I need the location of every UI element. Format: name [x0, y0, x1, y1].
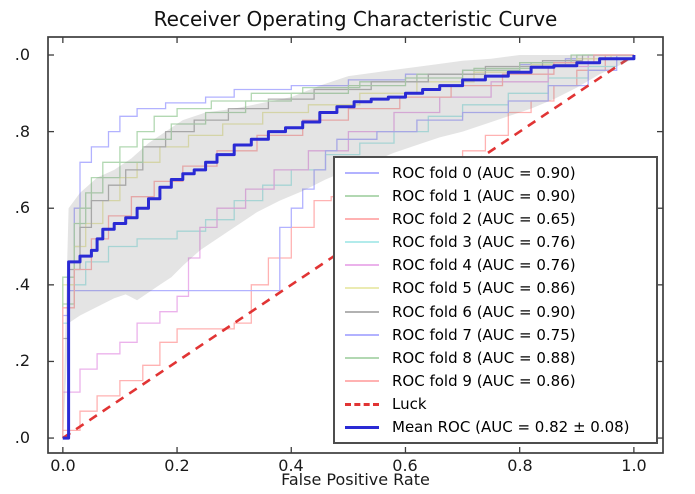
legend-line-swatch-icon [345, 194, 379, 197]
legend-entry: ROC fold 2 (AUC = 0.65) [335, 208, 656, 230]
legend-entry-label: ROC fold 7 (AUC = 0.75) [392, 325, 576, 344]
legend-line-swatch-icon [345, 241, 379, 244]
roc-fold-4-line [62, 54, 634, 439]
roc-fold-6-line [62, 54, 634, 439]
legend-entry-label: ROC fold 3 (AUC = 0.76) [392, 233, 576, 252]
legend-entry-label: ROC fold 0 (AUC = 0.90) [392, 163, 576, 182]
legend-line-swatch-icon [345, 425, 379, 429]
legend-entry-label: ROC fold 9 (AUC = 0.86) [392, 371, 576, 390]
legend-entry: Luck [335, 393, 656, 415]
x-tick-label: 1.0 [621, 456, 647, 475]
legend-line-swatch-icon [345, 287, 379, 290]
legend-entry: ROC fold 3 (AUC = 0.76) [335, 231, 656, 253]
legend-entry: ROC fold 7 (AUC = 0.75) [335, 324, 656, 346]
roc-fold-2-line [62, 54, 634, 439]
x-tick-label: 0.4 [278, 456, 304, 475]
legend-entry: Mean ROC (AUC = 0.82 ± 0.08) [335, 416, 656, 438]
legend-line-swatch-icon [345, 217, 379, 220]
y-tick-label: .8 [14, 122, 30, 141]
legend-entry: ROC fold 9 (AUC = 0.86) [335, 370, 656, 392]
legend-entry-label: ROC fold 2 (AUC = 0.65) [392, 209, 576, 228]
legend-line-swatch-icon [345, 310, 379, 313]
y-tick-label: .2 [14, 351, 30, 370]
legend-entry-label: ROC fold 6 (AUC = 0.90) [392, 302, 576, 321]
legend-entry-label: Luck [392, 395, 427, 414]
legend-entry: ROC fold 4 (AUC = 0.76) [335, 254, 656, 276]
mean-roc-line [62, 55, 636, 440]
legend-entry: ROC fold 0 (AUC = 0.90) [335, 162, 656, 184]
roc-fold-8-line [62, 54, 634, 439]
legend-line-swatch-icon [345, 402, 379, 406]
legend-line-swatch-icon [345, 356, 379, 359]
legend-entry: ROC fold 1 (AUC = 0.90) [335, 185, 656, 207]
legend: ROC fold 0 (AUC = 0.90) ROC fold 1 (AUC =… [333, 156, 658, 444]
y-tick-label: .0 [14, 428, 30, 447]
x-axis-label: False Positive Rate [281, 470, 430, 489]
legend-line-swatch-icon [345, 333, 379, 336]
legend-entry: ROC fold 6 (AUC = 0.90) [335, 301, 656, 323]
x-tick-label: 0.2 [164, 456, 190, 475]
roc-fold-7-line [62, 54, 634, 439]
y-tick-label: .4 [14, 275, 30, 294]
legend-entry-label: ROC fold 4 (AUC = 0.76) [392, 256, 576, 275]
axes-frame [47, 36, 664, 454]
chart-title: Receiver Operating Characteristic Curve [153, 7, 558, 31]
legend-entry-label: ROC fold 5 (AUC = 0.86) [392, 279, 576, 298]
legend-line-swatch-icon [345, 264, 379, 267]
x-tick-label: 0.0 [50, 456, 76, 475]
legend-entry: ROC fold 8 (AUC = 0.88) [335, 347, 656, 369]
y-tick-label: .0 [14, 45, 30, 64]
legend-line-swatch-icon [345, 171, 379, 174]
plot-area [62, 53, 636, 446]
y-tick-label: .6 [14, 198, 30, 217]
std-dev-band [62, 55, 634, 446]
axis-ticks [48, 37, 663, 453]
x-tick-label: 0.8 [507, 456, 533, 475]
legend-entry-label: ROC fold 8 (AUC = 0.88) [392, 348, 576, 367]
legend-entry-label: Mean ROC (AUC = 0.82 ± 0.08) [392, 418, 630, 437]
x-tick-label: 0.6 [392, 456, 418, 475]
legend-entry-label: ROC fold 1 (AUC = 0.90) [392, 186, 576, 205]
legend-entry: ROC fold 5 (AUC = 0.86) [335, 277, 656, 299]
legend-line-swatch-icon [345, 379, 379, 382]
